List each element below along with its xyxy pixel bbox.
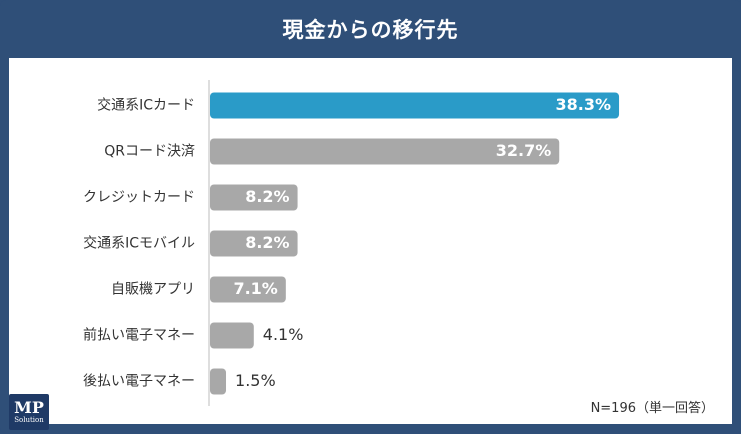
logo-mark: MP: [14, 397, 44, 417]
category-label: QRコード決済: [104, 144, 195, 160]
value-label: 32.7%: [496, 141, 552, 160]
value-label: 1.5%: [235, 371, 276, 390]
value-label: 38.3%: [556, 95, 612, 114]
value-label: 8.2%: [245, 233, 289, 252]
bar: [210, 322, 254, 349]
value-label: 8.2%: [245, 187, 289, 206]
bar: [210, 184, 298, 211]
bar-chart: 交通系ICカード 38.3% QRコード決済 32.7% クレジットカード 8.2% 交通系…: [83, 80, 620, 406]
category-label: クレジットカード: [83, 190, 195, 206]
category-label: 自販機アプリ: [111, 282, 195, 298]
chart-panel: 交通系ICカード 38.3% QRコード決済 32.7% クレジットカード 8.2% 交通系…: [9, 58, 732, 424]
category-label: 後払い電子マネー: [83, 374, 195, 390]
chart-title: 現金からの移行先: [282, 18, 459, 42]
category-label: 交通系ICモバイル: [83, 235, 195, 252]
logo-subtext: Solution: [14, 415, 44, 424]
company-logo: MP Solution: [9, 394, 49, 430]
value-label: 4.1%: [263, 325, 304, 344]
bar: [210, 276, 286, 303]
sample-size-note: N=196（単一回答）: [590, 401, 714, 416]
bar: [210, 138, 560, 165]
bar: [210, 368, 227, 395]
bar: [210, 230, 298, 257]
bar: [210, 92, 620, 119]
value-label: 7.1%: [233, 279, 277, 298]
category-label: 交通系ICカード: [97, 97, 195, 114]
category-label: 前払い電子マネー: [83, 327, 195, 344]
